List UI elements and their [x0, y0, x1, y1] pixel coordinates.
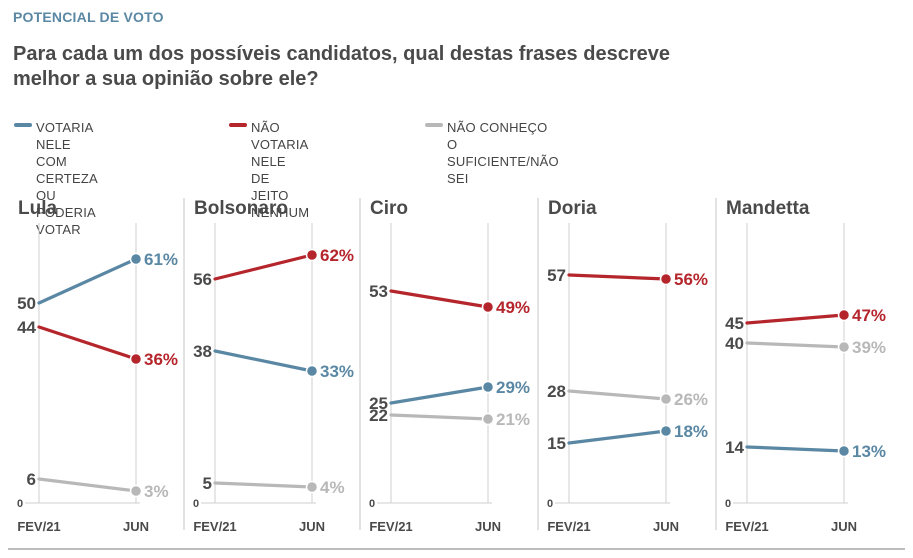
series-line-votaria: [567, 429, 668, 445]
bottom-rule: [8, 548, 905, 550]
data-point-nao-votaria: [659, 272, 673, 286]
series-line-votaria: [37, 257, 138, 305]
data-point-nao-conheco: [129, 484, 143, 498]
start-value-label: 50: [17, 294, 36, 313]
data-point-votaria: [481, 380, 495, 394]
start-value-label: 14: [725, 438, 744, 457]
end-value-label: 62%: [320, 246, 354, 265]
legend-label-nao-votaria: NÃO VOTARIA NELE DE JEITO NENHUM: [251, 120, 310, 220]
x-tick-label: FEV/21: [547, 519, 590, 534]
start-value-label: 44: [17, 318, 36, 337]
zero-label: 0: [725, 498, 731, 510]
x-tick-label: FEV/21: [193, 519, 236, 534]
end-value-label: 29%: [496, 378, 530, 397]
series-line-nao-votaria: [567, 273, 668, 281]
data-point-nao-conheco: [659, 392, 673, 406]
x-tick-label: JUN: [831, 519, 857, 534]
start-value-label: 40: [725, 334, 744, 353]
legend-swatch-nao-votaria: [229, 123, 247, 127]
end-value-label: 26%: [674, 390, 708, 409]
legend-label-nao-conheco: NÃO CONHEÇO O SUFICIENTE/NÃO SEI: [447, 120, 559, 186]
series-line-nao-conheco: [37, 477, 138, 493]
end-value-label: 56%: [674, 270, 708, 289]
x-tick-label: JUN: [299, 519, 325, 534]
start-value-label: 45: [725, 314, 744, 333]
x-tick-label: FEV/21: [369, 519, 412, 534]
panel-title: Ciro: [370, 198, 408, 219]
zero-label: 0: [369, 498, 375, 510]
chart-question: Para cada um dos possíveis candidatos, q…: [13, 43, 670, 90]
end-value-label: 21%: [496, 410, 530, 429]
data-point-nao-conheco: [481, 412, 495, 426]
end-value-label: 4%: [320, 478, 345, 497]
start-value-label: 57: [547, 266, 566, 285]
x-tick-label: JUN: [123, 519, 149, 534]
start-value-label: 22: [369, 406, 388, 425]
panel-bolsonaro: Bolsonaro 0 FEV/21 JUN 38 33% 56 62% 5 4%: [183, 198, 354, 534]
series-line-nao-votaria: [389, 289, 490, 309]
series-line-nao-conheco: [213, 481, 314, 489]
start-value-label: 53: [369, 282, 388, 301]
data-point-votaria: [305, 364, 319, 378]
legend-swatch-nao-conheco: [425, 123, 443, 127]
panel-ciro: Ciro 0 FEV/21 JUN 25 29% 53 49% 22 21%: [359, 198, 530, 534]
start-value-label: 6: [27, 470, 36, 489]
end-value-label: 18%: [674, 422, 708, 441]
zero-label: 0: [193, 498, 199, 510]
end-value-label: 49%: [496, 298, 530, 317]
section-tag: POTENCIAL DE VOTO: [13, 9, 164, 25]
start-value-label: 38: [193, 342, 212, 361]
legend-swatch-votaria: [14, 123, 32, 127]
panel-title: Bolsonaro: [194, 198, 288, 219]
start-value-label: 25: [369, 394, 388, 413]
series-line-votaria: [389, 385, 490, 405]
data-point-votaria: [837, 444, 851, 458]
data-point-nao-conheco: [305, 480, 319, 494]
legend-label-votaria: VOTARIA NELE COM CERTEZA OU PODERIA VOTA…: [36, 120, 98, 237]
start-value-label: 28: [547, 382, 566, 401]
data-point-votaria: [129, 252, 143, 266]
x-tick-label: FEV/21: [17, 519, 60, 534]
data-point-nao-conheco: [837, 340, 851, 354]
data-point-nao-votaria: [481, 300, 495, 314]
data-point-nao-votaria: [129, 352, 143, 366]
end-value-label: 13%: [852, 442, 886, 461]
panel-mandetta: Mandetta 0 FEV/21 JUN 14 13% 45 47% 40 39%: [715, 198, 886, 534]
series-line-nao-conheco: [567, 389, 668, 401]
panel-lula: Lula 0 FEV/21 JUN 50 61% 44 36% 6 3%: [17, 198, 178, 534]
zero-label: 0: [17, 498, 23, 510]
end-value-label: 33%: [320, 362, 354, 381]
end-value-label: 47%: [852, 306, 886, 325]
start-value-label: 5: [203, 474, 212, 493]
start-value-label: 56: [193, 270, 212, 289]
x-tick-label: JUN: [475, 519, 501, 534]
end-value-label: 36%: [144, 350, 178, 369]
series-line-nao-votaria: [213, 253, 314, 281]
series-line-nao-conheco: [745, 341, 846, 349]
x-tick-label: JUN: [653, 519, 679, 534]
data-point-votaria: [659, 424, 673, 438]
start-value-label: 15: [547, 434, 566, 453]
panel-doria: Doria 0 FEV/21 JUN 15 18% 57 56% 28 26%: [537, 198, 708, 534]
series-line-votaria: [213, 349, 314, 373]
zero-label: 0: [547, 498, 553, 510]
panel-title: Mandetta: [726, 198, 810, 219]
data-point-nao-votaria: [305, 248, 319, 262]
end-value-label: 3%: [144, 482, 169, 501]
series-line-nao-conheco: [389, 413, 490, 421]
series-line-nao-votaria: [37, 325, 138, 361]
panel-title: Doria: [548, 198, 597, 219]
data-point-nao-votaria: [837, 308, 851, 322]
panel-title: Lula: [18, 198, 57, 219]
series-line-votaria: [745, 445, 846, 453]
end-value-label: 39%: [852, 338, 886, 357]
series-line-nao-votaria: [745, 313, 846, 325]
x-tick-label: FEV/21: [725, 519, 768, 534]
end-value-label: 61%: [144, 250, 178, 269]
